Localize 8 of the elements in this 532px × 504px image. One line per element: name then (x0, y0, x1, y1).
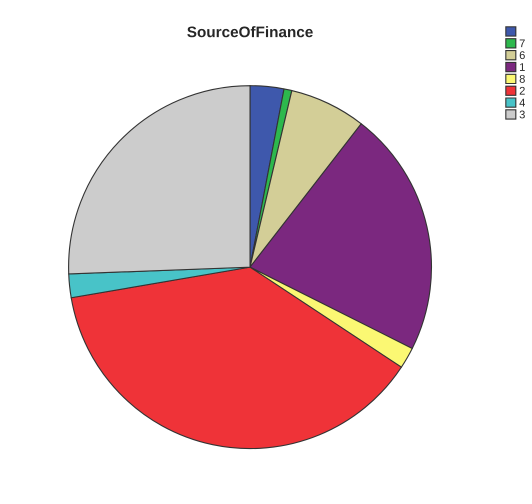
legend-label: 7 (520, 39, 525, 48)
chart-title: SourceOfFinance (187, 26, 313, 38)
legend-label: 2 (520, 86, 525, 95)
legend-label: 3 (520, 110, 525, 118)
legend-label: 8 (520, 74, 525, 83)
legend-label: 1 (520, 63, 525, 71)
legend-label: 6 (520, 51, 525, 60)
legend-label: 4 (519, 98, 526, 106)
